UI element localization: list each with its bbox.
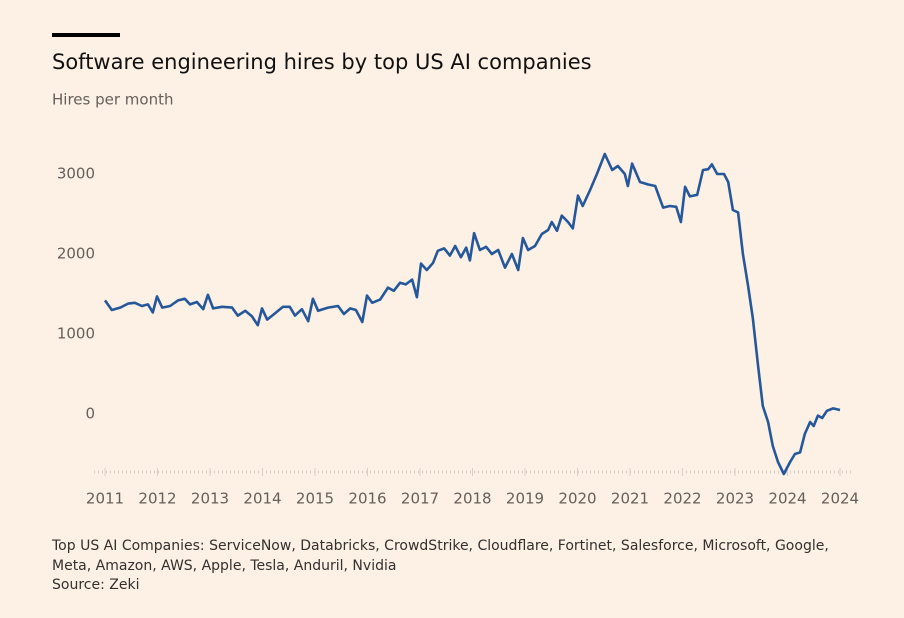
x-tick-label: 2016 xyxy=(348,490,386,508)
note: Meta, Amazon, AWS, Apple, Tesla, Anduril… xyxy=(52,558,396,574)
x-tick-label: 2024 xyxy=(821,490,859,508)
chart-title: Software engineering hires by top US AI … xyxy=(52,50,592,74)
title-bar xyxy=(52,33,120,37)
x-tick-label: 2014 xyxy=(243,490,281,508)
x-tick-label: 2022 xyxy=(663,490,701,508)
x-tick-label: 2019 xyxy=(506,490,544,508)
chart-subtitle: Hires per month xyxy=(52,91,173,109)
note: Top US AI Companies: ServiceNow, Databri… xyxy=(51,538,829,554)
x-tick-label: 2012 xyxy=(138,490,176,508)
x-tick-label: 2023 xyxy=(716,490,754,508)
x-tick-label: 2018 xyxy=(453,490,491,508)
x-tick-label: 2015 xyxy=(296,490,334,508)
x-tick-label: 2013 xyxy=(191,490,229,508)
x-tick-label: 2011 xyxy=(86,490,124,508)
source: Source: Zeki xyxy=(52,577,139,593)
y-tick-label: 2000 xyxy=(57,245,95,263)
y-tick-label: 1000 xyxy=(57,325,95,343)
x-tick-label: 2021 xyxy=(611,490,649,508)
y-tick-label: 3000 xyxy=(57,165,95,183)
x-tick-label: 2017 xyxy=(401,490,439,508)
data-line xyxy=(103,152,841,476)
y-tick-label: 0 xyxy=(85,405,95,423)
x-tick-label: 2024 xyxy=(768,490,806,508)
x-tick-label: 2020 xyxy=(558,490,596,508)
